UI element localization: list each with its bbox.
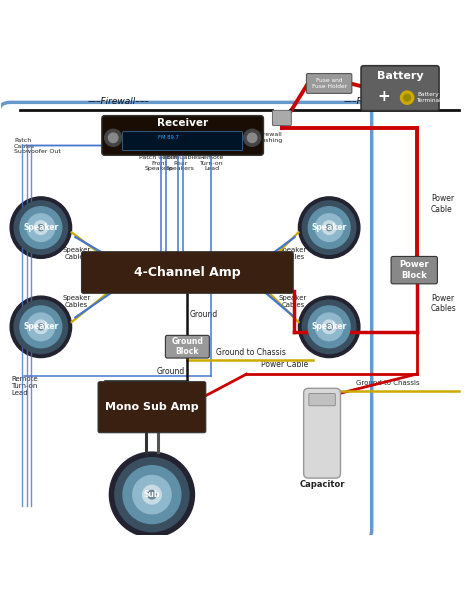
Text: Speaker
Cables: Speaker Cables (279, 295, 307, 308)
Text: Patch
Cables
Subwoofer Out: Patch Cables Subwoofer Out (14, 138, 61, 155)
Circle shape (109, 133, 118, 143)
Circle shape (308, 207, 350, 248)
Circle shape (10, 197, 72, 259)
FancyBboxPatch shape (309, 393, 335, 406)
Circle shape (27, 313, 55, 341)
FancyBboxPatch shape (123, 132, 243, 150)
Text: Battery
Terminal: Battery Terminal (416, 93, 441, 103)
Text: Speaker: Speaker (23, 223, 58, 232)
Text: FM 89.7: FM 89.7 (158, 136, 179, 140)
Text: Patch Cables
Front
Speakers: Patch Cables Front Speakers (139, 155, 179, 171)
Circle shape (299, 197, 360, 259)
Circle shape (34, 320, 47, 334)
Circle shape (302, 300, 356, 353)
Circle shape (326, 224, 332, 230)
Circle shape (143, 485, 161, 504)
Text: –––Firewall–––: –––Firewall––– (88, 97, 150, 106)
FancyBboxPatch shape (361, 66, 439, 110)
Text: Speaker
Cables: Speaker Cables (62, 295, 91, 308)
Text: Power Cable: Power Cable (261, 361, 308, 370)
Circle shape (244, 130, 261, 146)
Text: 4-Channel Amp: 4-Channel Amp (134, 266, 241, 279)
Text: Battery: Battery (377, 72, 423, 81)
Text: Speaker: Speaker (311, 322, 347, 331)
Circle shape (109, 452, 194, 537)
Circle shape (14, 300, 68, 353)
Circle shape (308, 306, 350, 347)
Text: Ground
Block: Ground Block (172, 337, 203, 356)
Text: Power
Cables: Power Cables (431, 294, 456, 313)
Circle shape (315, 313, 343, 341)
Circle shape (148, 490, 156, 499)
Circle shape (14, 201, 68, 254)
FancyBboxPatch shape (307, 73, 352, 93)
Text: Speaker
Cables: Speaker Cables (62, 247, 91, 260)
Circle shape (404, 94, 410, 101)
FancyBboxPatch shape (98, 381, 206, 433)
Circle shape (105, 130, 122, 146)
Circle shape (326, 324, 332, 330)
Circle shape (34, 221, 47, 235)
Circle shape (315, 214, 343, 241)
FancyBboxPatch shape (391, 257, 438, 284)
Text: Ground to Chassis: Ground to Chassis (356, 380, 420, 386)
FancyBboxPatch shape (165, 336, 210, 358)
Text: Ground: Ground (157, 367, 185, 376)
Circle shape (38, 324, 44, 330)
FancyBboxPatch shape (102, 116, 264, 155)
Circle shape (401, 91, 414, 104)
Text: Mono Sub Amp: Mono Sub Amp (105, 402, 199, 412)
Text: Speaker
Cables: Speaker Cables (279, 247, 307, 260)
Text: Remote
Turn-on
Lead: Remote Turn-on Lead (200, 155, 224, 171)
Text: Fuse and
Fuse Holder: Fuse and Fuse Holder (311, 78, 346, 89)
Circle shape (247, 133, 257, 143)
FancyBboxPatch shape (82, 252, 293, 293)
Circle shape (302, 201, 356, 254)
FancyBboxPatch shape (0, 102, 372, 542)
Circle shape (322, 221, 336, 235)
Text: Patch Cables
Rear
Speakers: Patch Cables Rear Speakers (160, 155, 201, 171)
Text: Receiver: Receiver (157, 118, 208, 128)
Circle shape (123, 466, 181, 524)
Text: Power
Cable: Power Cable (431, 194, 454, 214)
Text: +: + (377, 89, 390, 104)
FancyBboxPatch shape (304, 388, 340, 478)
Text: Remote
Turn-on
Lead: Remote Turn-on Lead (11, 376, 38, 396)
Circle shape (20, 207, 62, 248)
FancyBboxPatch shape (273, 110, 292, 125)
Circle shape (115, 458, 189, 532)
Text: Ground: Ground (190, 310, 218, 319)
Text: Sub: Sub (144, 490, 160, 499)
Text: Firewall
Bushing: Firewall Bushing (257, 132, 283, 143)
Circle shape (20, 306, 62, 347)
Text: Speaker: Speaker (311, 223, 347, 232)
Circle shape (10, 296, 72, 358)
Text: –––Firewall–––: –––Firewall––– (343, 97, 405, 106)
Circle shape (27, 214, 55, 241)
Text: Capacitor: Capacitor (299, 481, 345, 490)
Circle shape (133, 475, 171, 514)
Circle shape (299, 296, 360, 358)
Text: Ground to Chassis: Ground to Chassis (216, 348, 286, 357)
Circle shape (38, 224, 44, 230)
Text: Speaker: Speaker (23, 322, 58, 331)
Circle shape (322, 320, 336, 334)
Text: Power
Block: Power Block (400, 260, 429, 280)
